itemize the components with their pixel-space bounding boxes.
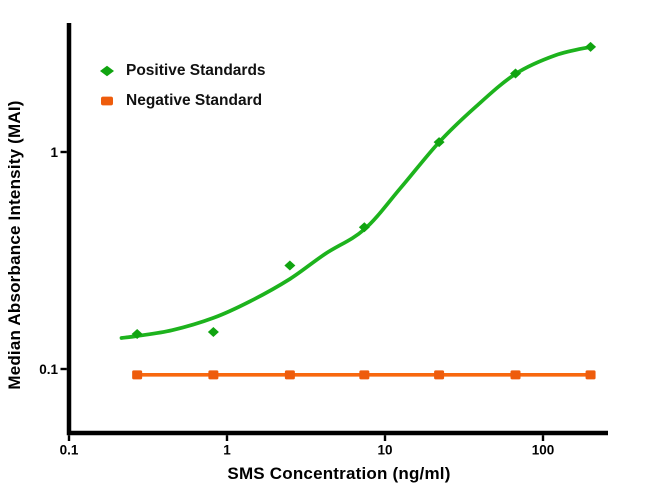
positive-standards-diamond-icon xyxy=(100,65,114,77)
legend-label-positive-standards: Positive Standards xyxy=(126,62,266,79)
legend: Positive Standards Negative Standard xyxy=(98,56,266,116)
x-tick-label: 100 xyxy=(532,443,555,458)
positive-standards-point xyxy=(207,327,219,338)
positive-standards-point xyxy=(585,41,597,52)
y-tick-label: 1 xyxy=(50,145,58,160)
negative-standard-point xyxy=(585,370,596,380)
legend-item-positive-standards: Positive Standards xyxy=(98,56,266,86)
x-tick-label: 0.1 xyxy=(60,443,79,458)
negative-standard-point xyxy=(359,370,370,380)
negative-standard-point xyxy=(284,370,295,380)
negative-standard-point xyxy=(510,370,521,380)
negative-standard-point xyxy=(434,370,445,380)
legend-item-negative-standard: Negative Standard xyxy=(98,86,266,116)
negative-standard-point xyxy=(208,370,219,380)
positive-standards-fit-curve xyxy=(119,45,593,340)
x-axis-label: SMS Concentration (ng/ml) xyxy=(227,464,451,483)
negative-standard-square-icon xyxy=(101,96,113,106)
positive-standards-point xyxy=(131,328,143,339)
y-tick-label: 0.1 xyxy=(39,362,58,377)
axes-line xyxy=(66,23,608,436)
y-axis-label: Median Absorbance Intensity (MAI) xyxy=(5,100,24,390)
x-tick-label: 10 xyxy=(377,443,392,458)
negative-standard-point xyxy=(132,370,143,380)
positive-standards-point xyxy=(510,68,522,79)
legend-label-negative-standard: Negative Standard xyxy=(126,92,263,109)
positive-standards-point xyxy=(433,137,445,148)
positive-standards-point xyxy=(284,260,296,271)
x-tick-label: 1 xyxy=(223,443,231,458)
positive-standards-point xyxy=(358,222,370,233)
